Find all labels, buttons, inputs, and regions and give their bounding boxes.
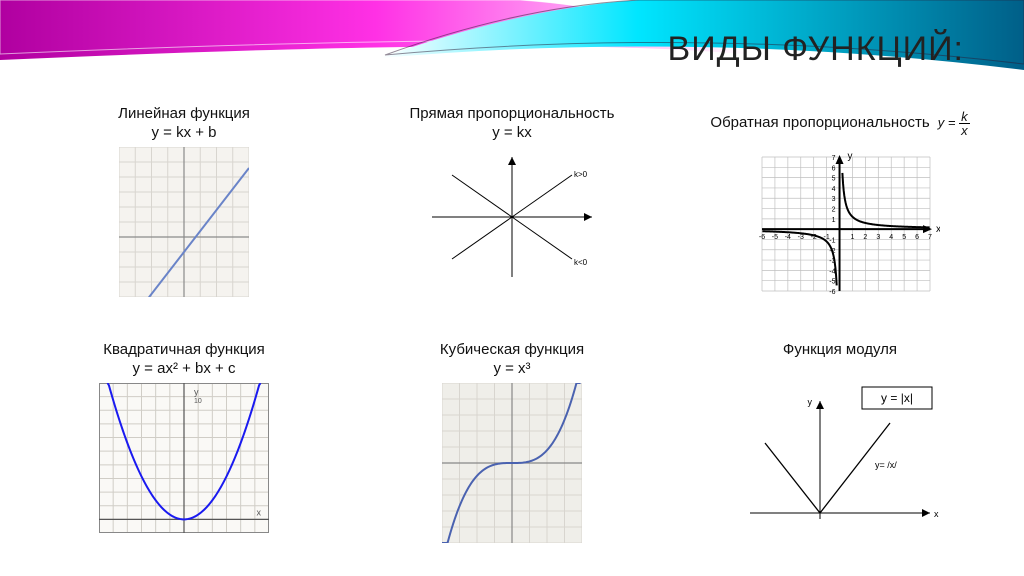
inverse-cell: Обратная пропорциональность y = kx -6-5-…	[686, 105, 994, 337]
inverse-label: Обратная пропорциональность y = kx	[710, 105, 969, 141]
direct-plot: k>0 k<0	[422, 147, 602, 287]
linear-label: Линейная функция y = kx + b	[118, 105, 250, 143]
direct-name: Прямая пропорциональность	[410, 105, 615, 122]
svg-text:2: 2	[863, 234, 867, 241]
inverse-plot: -6-5-4-3-2-11234567-6-5-4-3-2-11234567xy	[740, 145, 940, 305]
cubic-label: Кубическая функция y = x³	[440, 341, 584, 379]
functions-grid: Линейная функция y = kx + b Прямая пропо…	[0, 105, 1024, 575]
svg-text:4: 4	[889, 234, 893, 241]
linear-plot	[119, 147, 249, 297]
svg-text:x: x	[257, 507, 262, 517]
svg-text:x: x	[936, 224, 940, 235]
cubic-plot	[442, 383, 582, 543]
cubic-name: Кубическая функция	[440, 341, 584, 358]
svg-text:10: 10	[194, 398, 202, 405]
svg-text:7: 7	[832, 155, 836, 162]
svg-text:y: y	[848, 151, 853, 162]
cubic-formula: y = x³	[440, 360, 584, 379]
direct-cell: Прямая пропорциональность y = kx k>0 k<0	[358, 105, 666, 337]
direct-formula: y = kx	[410, 124, 615, 143]
abs-plot: y = |x| x y y= /x/	[740, 381, 940, 531]
svg-text:7: 7	[928, 234, 932, 241]
svg-text:-5: -5	[829, 279, 835, 286]
svg-text:-6: -6	[759, 234, 765, 241]
inverse-formula-icon: y = kx	[938, 110, 970, 137]
abs-label: Функция модуля	[783, 341, 897, 377]
slide-title: ВИДЫ ФУНКЦИЙ:	[668, 30, 964, 69]
quadratic-formula: y = ax² + bx + c	[103, 360, 265, 379]
svg-text:-3: -3	[798, 234, 804, 241]
svg-text:y: y	[808, 397, 813, 407]
svg-text:5: 5	[832, 176, 836, 183]
linear-formula: y = kx + b	[118, 124, 250, 143]
svg-text:1: 1	[851, 234, 855, 241]
cubic-cell: Кубическая функция y = x³	[358, 341, 666, 575]
quadratic-plot: y x 10	[99, 383, 269, 533]
abs-cell: Функция модуля y = |x| x y y= /x/	[686, 341, 994, 575]
svg-text:-6: -6	[829, 289, 835, 296]
svg-text:y: y	[194, 387, 199, 397]
svg-text:-1: -1	[829, 237, 835, 244]
svg-text:-5: -5	[772, 234, 778, 241]
linear-name: Линейная функция	[118, 105, 250, 122]
svg-text:6: 6	[915, 234, 919, 241]
linear-cell: Линейная функция y = kx + b	[30, 105, 338, 337]
inverse-name: Обратная пропорциональность	[710, 114, 929, 133]
abs-name: Функция модуля	[783, 341, 897, 358]
svg-text:y= /x/: y= /x/	[875, 460, 897, 470]
svg-text:5: 5	[902, 234, 906, 241]
direct-label: Прямая пропорциональность y = kx	[410, 105, 615, 143]
svg-text:3: 3	[832, 196, 836, 203]
quadratic-label: Квадратичная функция y = ax² + bx + c	[103, 341, 265, 379]
svg-text:1: 1	[832, 217, 836, 224]
quadratic-name: Квадратичная функция	[103, 341, 265, 358]
svg-text:6: 6	[832, 165, 836, 172]
svg-text:2: 2	[832, 207, 836, 214]
svg-text:-4: -4	[785, 234, 791, 241]
svg-text:k>0: k>0	[574, 170, 588, 179]
svg-text:4: 4	[832, 186, 836, 193]
svg-text:3: 3	[876, 234, 880, 241]
svg-text:k<0: k<0	[574, 258, 588, 267]
quadratic-cell: Квадратичная функция y = ax² + bx + c y x…	[30, 341, 338, 575]
svg-text:y = |x|: y = |x|	[881, 391, 913, 405]
svg-text:x: x	[934, 509, 939, 519]
